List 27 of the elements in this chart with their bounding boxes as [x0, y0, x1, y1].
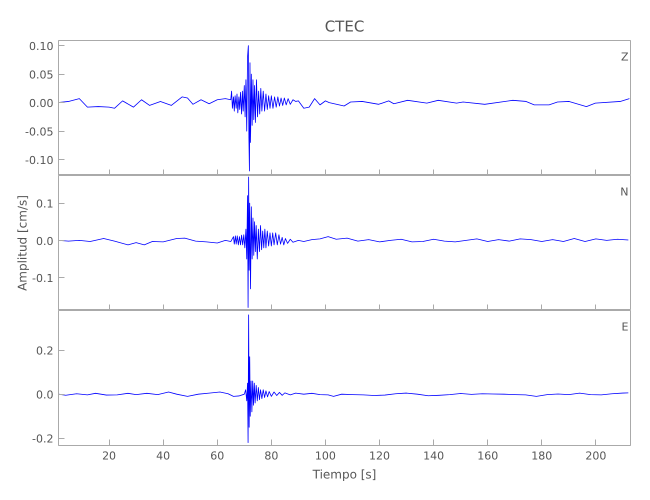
x-tick-label: 20: [102, 450, 116, 462]
x-tick-label: 140: [423, 450, 444, 462]
y-tick-label: 0.0: [36, 388, 54, 402]
x-axis-title: Tiempo [s]: [312, 468, 376, 482]
chart-title: CTEC: [324, 18, 364, 36]
x-tick-label: 200: [585, 450, 606, 462]
x-tick-label: 120: [369, 450, 390, 462]
y-axis-title: Amplitud [cm/s]: [16, 195, 30, 291]
y-tick-label: 0.0: [36, 234, 54, 248]
x-tick-label: 40: [156, 450, 170, 462]
x-tick-label: 60: [210, 450, 224, 462]
y-tick-label: -0.2: [32, 432, 54, 446]
y-tick-label: 0.10: [29, 40, 54, 54]
x-tick-label: 80: [264, 450, 278, 462]
y-tick-label: -0.10: [25, 154, 54, 168]
y-tick-label: -0.05: [25, 126, 54, 139]
y-tick-label: 0.00: [29, 97, 54, 110]
y-tick-label: 0.2: [36, 344, 54, 358]
x-tick-label: 160: [477, 450, 498, 462]
annotation: N: [620, 186, 629, 198]
x-tick-label: 100: [314, 450, 336, 462]
annotation: Z: [620, 50, 629, 64]
y-tick-label: 0.1: [36, 198, 54, 211]
x-tick-label: 180: [531, 450, 552, 462]
y-tick-label: -0.1: [32, 272, 54, 286]
annotation: E: [622, 320, 629, 334]
y-tick-label: 0.05: [29, 68, 54, 82]
